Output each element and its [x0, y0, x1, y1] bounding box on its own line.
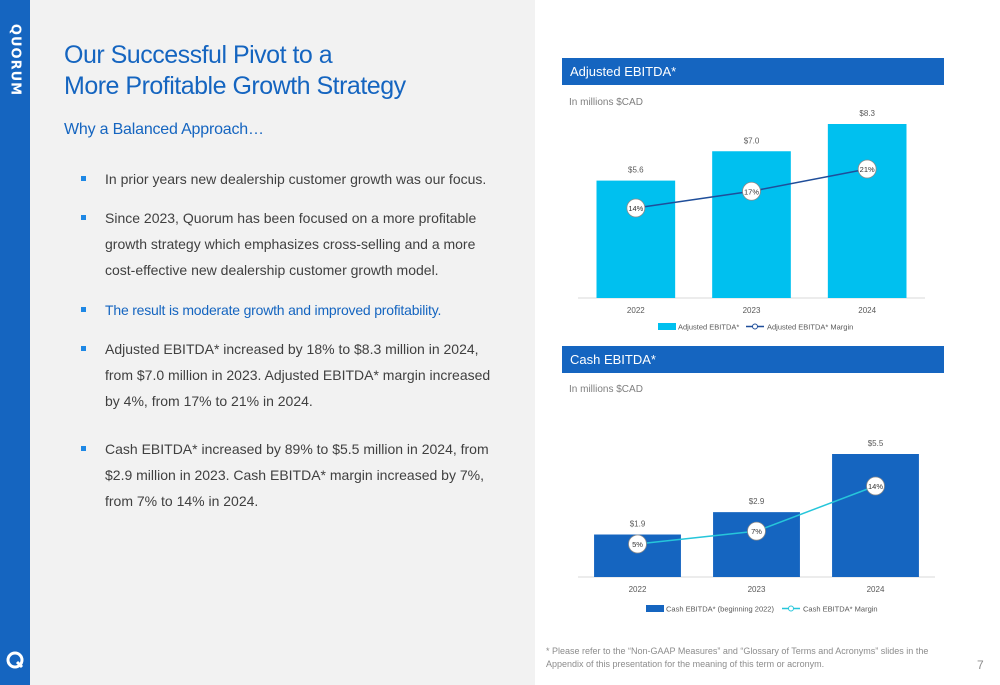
x-tick-label: 2023 — [743, 306, 761, 315]
margin-marker — [626, 198, 646, 218]
content-panel — [30, 0, 535, 685]
bar-value-label: $8.3 — [859, 109, 875, 118]
margin-value-label: 14% — [868, 482, 883, 491]
cash-ebitda-header: Cash EBITDA* — [562, 346, 944, 373]
bar-2024 — [827, 124, 907, 298]
margin-marker — [866, 476, 885, 496]
x-tick-label: 2023 — [748, 585, 766, 594]
x-tick-label: 2024 — [858, 306, 876, 315]
margin-value-label: 14% — [628, 204, 643, 213]
margin-marker — [857, 159, 877, 179]
legend-line-marker — [752, 323, 758, 330]
bar-value-label: $5.5 — [868, 439, 884, 448]
legend-line-label: Adjusted EBITDA* Margin — [767, 323, 853, 332]
bullet-item: Adjusted EBITDA* increased by 18% to $8.… — [81, 336, 507, 414]
cash-ebitda-chart: $1.9 2022 $2.9 2023 $5.5 2024 5% 7% 14% Cash EBIT… — [578, 439, 935, 614]
bullet-item: Cash EBITDA* increased by 89% to $5.5 mi… — [81, 436, 507, 514]
quorum-q-icon — [6, 651, 24, 669]
x-tick-label: 2024 — [867, 585, 885, 594]
legend-line-label: Cash EBITDA* Margin — [803, 605, 878, 614]
page-title: Our Successful Pivot to a More Profitabl… — [64, 41, 406, 100]
bar-2023 — [712, 151, 791, 298]
footnote: * Please refer to the “Non-GAAP Measures… — [546, 646, 929, 669]
page-number: 7 — [977, 658, 984, 672]
bar-value-label: $1.9 — [630, 520, 646, 529]
adjusted-ebitda-chart: $5.6 2022 $7.0 2023 $8.3 2024 14% 17% 21% Adjuste… — [578, 109, 925, 332]
page-subtitle: Why a Balanced Approach… — [64, 121, 264, 138]
quorum-logo: QUORUM — [7, 23, 23, 97]
brand-bar: QUORUM — [0, 0, 30, 685]
legend-line-marker — [788, 605, 794, 612]
margin-marker — [742, 181, 761, 201]
bar-value-label: $7.0 — [744, 136, 760, 145]
x-tick-label: 2022 — [627, 306, 645, 315]
units-note: In millions $CAD — [569, 97, 643, 108]
bullet-item: In prior years new dealership customer g… — [81, 166, 507, 192]
margin-marker — [747, 521, 766, 541]
bullet-item-highlight: The result is moderate growth and improv… — [81, 297, 507, 323]
bar-2022 — [596, 180, 676, 298]
margin-value-label: 17% — [744, 187, 759, 196]
legend-bar-label: Cash EBITDA* (beginning 2022) — [666, 605, 774, 614]
margin-value-label: 21% — [860, 165, 875, 174]
margin-value-label: 7% — [751, 527, 762, 536]
adjusted-ebitda-header: Adjusted EBITDA* — [562, 58, 944, 85]
margin-value-label: 5% — [632, 540, 643, 549]
bar-value-label: $5.6 — [628, 166, 644, 175]
margin-marker — [628, 534, 647, 554]
legend-bar-swatch — [646, 605, 664, 612]
legend-bar-swatch — [658, 323, 676, 330]
bar-value-label: $2.9 — [749, 497, 765, 506]
bullet-item: Since 2023, Quorum has been focused on a… — [81, 205, 507, 283]
x-tick-label: 2022 — [629, 585, 647, 594]
bar-2024 — [832, 454, 919, 577]
units-note: In millions $CAD — [569, 384, 643, 395]
legend-bar-label: Adjusted EBITDA* — [678, 323, 739, 332]
